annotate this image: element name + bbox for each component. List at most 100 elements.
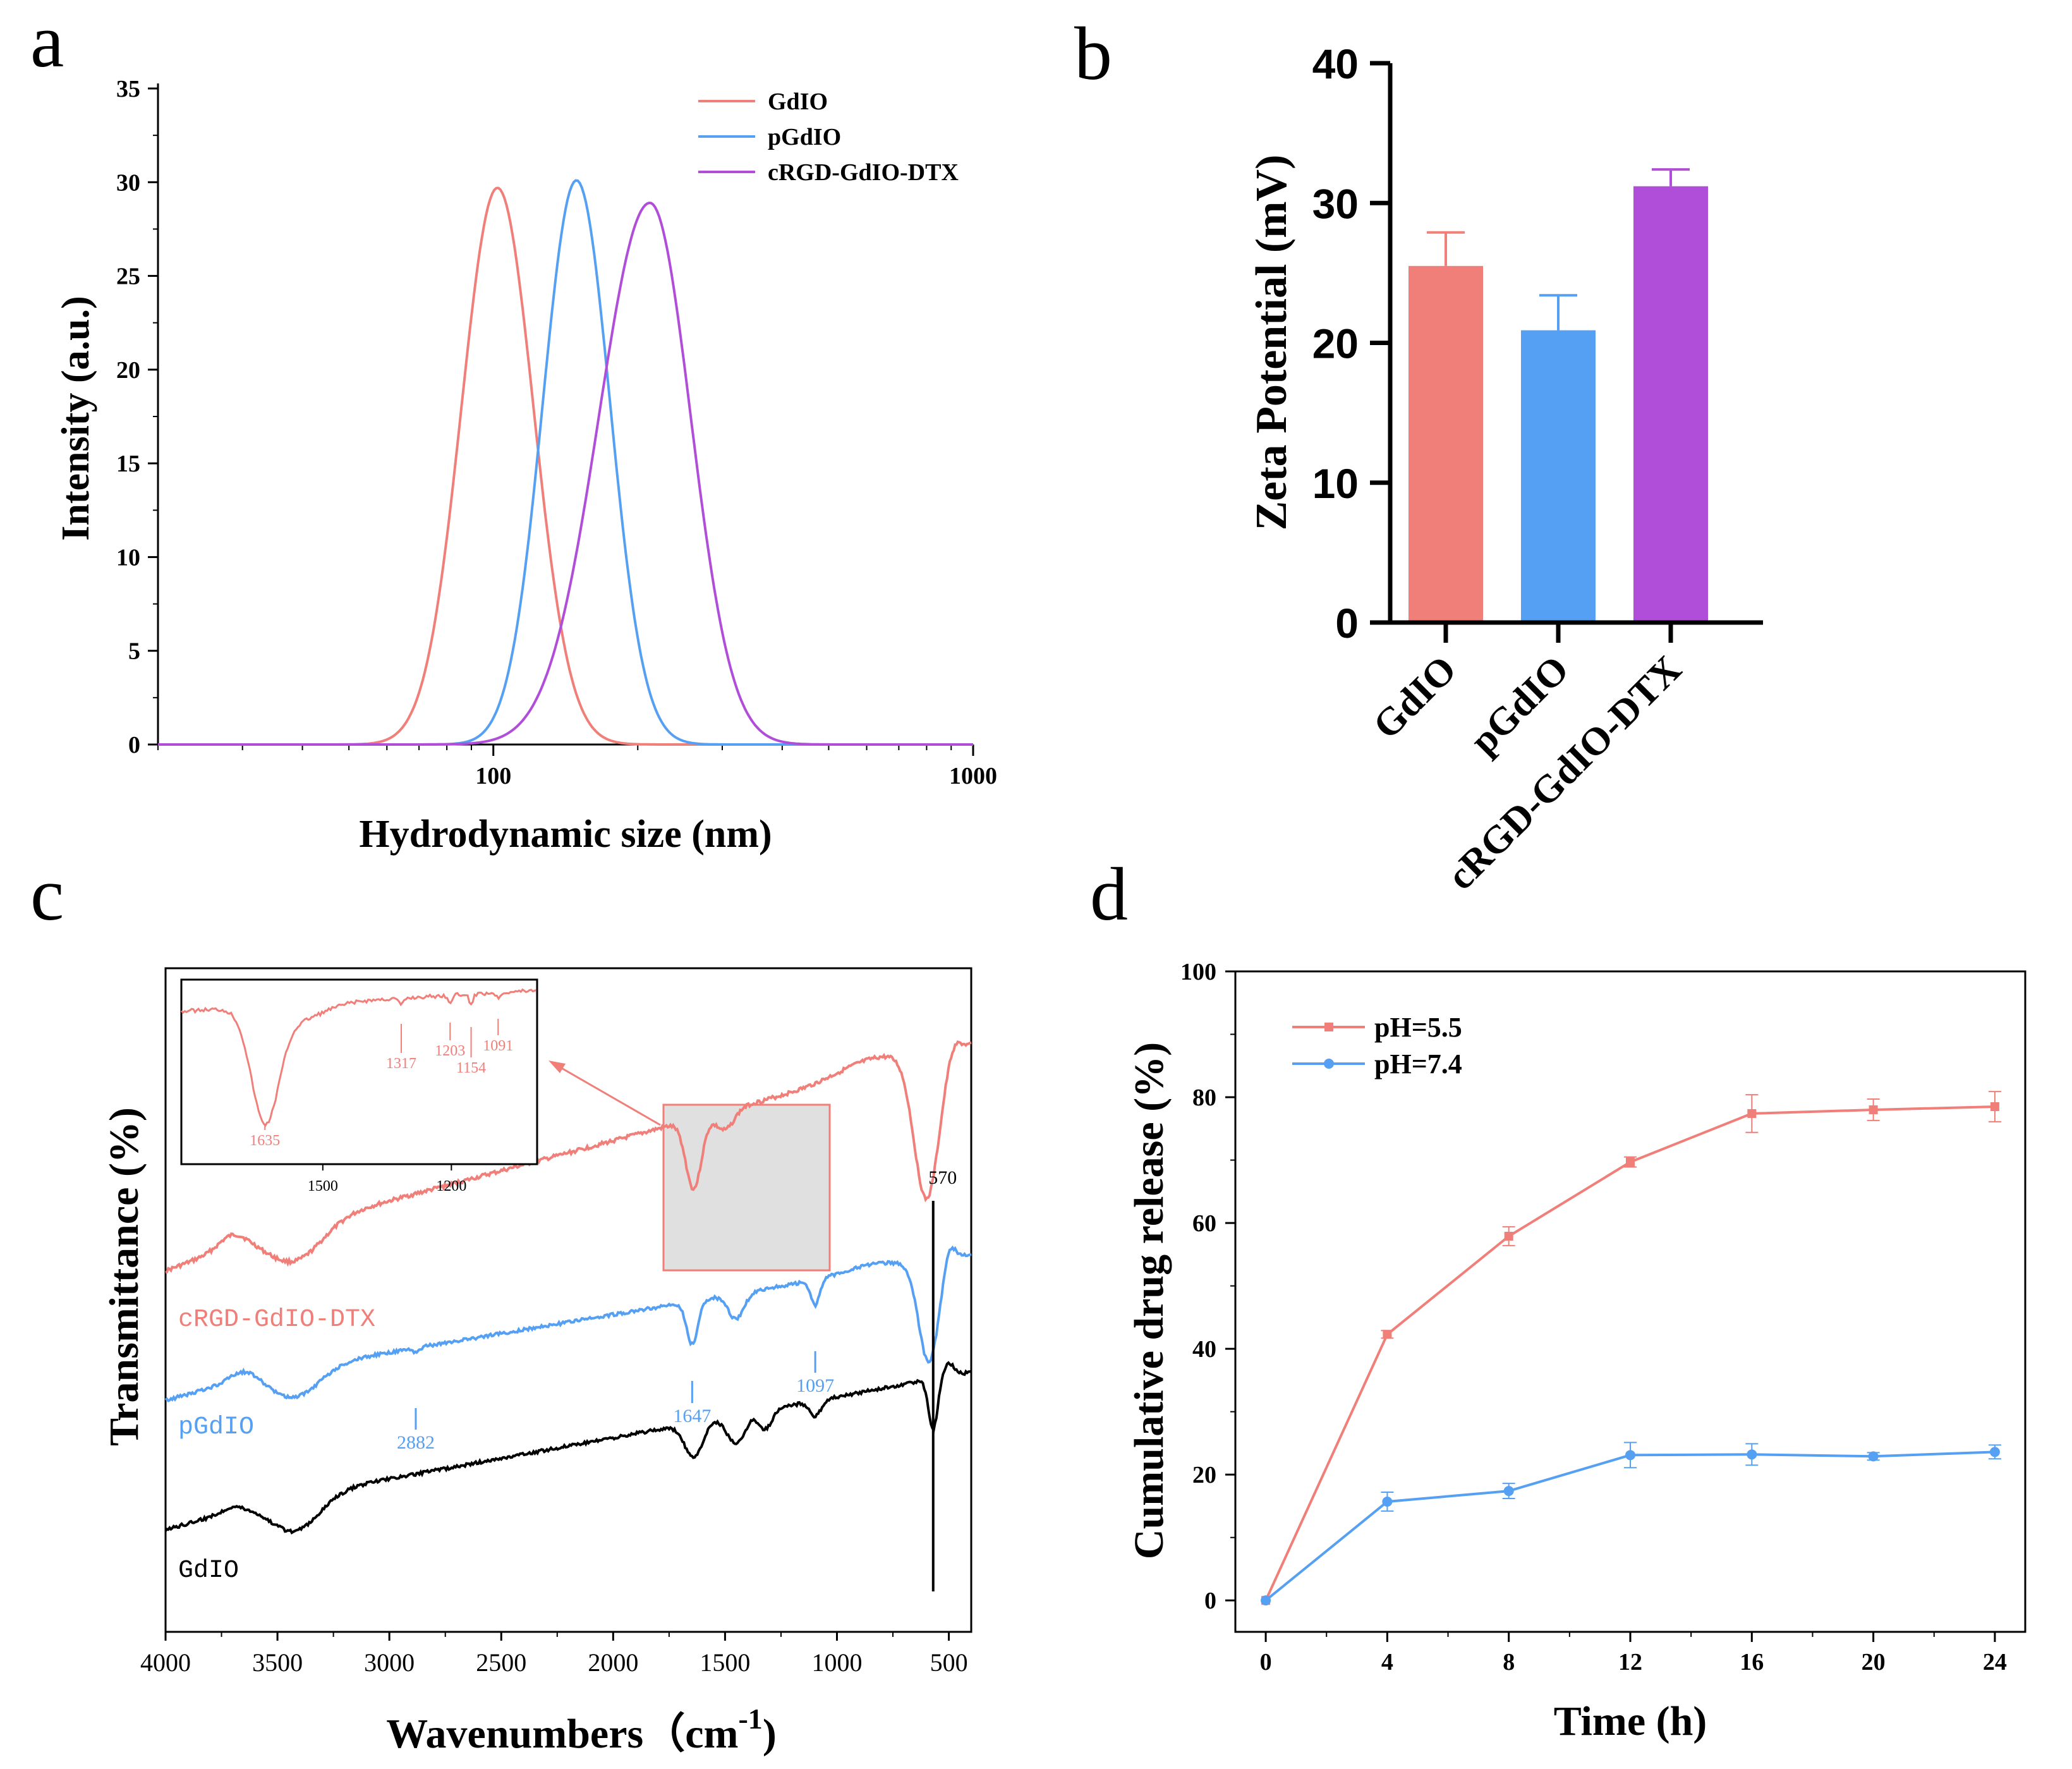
- c-annot-570: 570: [928, 1167, 957, 1188]
- c-xtick-label: 500: [930, 1648, 968, 1677]
- c-inset-annot-1317: 1317: [386, 1055, 416, 1072]
- b-ylabel: Zeta Potential (mV): [1247, 155, 1296, 531]
- a-ytick-label: 15: [116, 451, 140, 477]
- c-inset-annot-1154: 1154: [456, 1060, 486, 1076]
- c-annotations: 570 2882 1647 1097: [397, 1061, 957, 1591]
- b-ytick-label: 20: [1312, 320, 1359, 367]
- d-point: [1868, 1451, 1879, 1462]
- a-ytick-label: 10: [116, 544, 140, 571]
- c-inset-frame: [180, 978, 538, 1165]
- c-xlabel: Wavenumbers（cm-1): [386, 1703, 777, 1757]
- d-point: [1383, 1330, 1392, 1339]
- d-xtick-label: 20: [1862, 1649, 1886, 1675]
- a-series-crgd-gdio-dtx: [158, 201, 973, 746]
- d-xtick-label: 16: [1740, 1649, 1764, 1675]
- b-xtick-label: GdIO: [1365, 648, 1465, 748]
- panel-a-dls-chart: 0 5 10 15 20 25 30 35 100 1000 GdIO pGdIO cRGD-GdIO…: [54, 76, 997, 856]
- c-inset-annot-1635: 1635: [250, 1133, 280, 1149]
- d-series-line: [1264, 1450, 1995, 1602]
- a-series-pgdio: [158, 179, 973, 746]
- d-axes: 0 4 8 12 16 20 24 0 20 40 60 80 100: [1180, 959, 2007, 1675]
- d-xtick-label: 0: [1260, 1649, 1272, 1675]
- panel-c-ftir-chart: 4000 3500 3000 2500 2000 1500 1000 500 cRGD-GdI…: [101, 967, 972, 1757]
- d-point: [1503, 1486, 1514, 1497]
- b-ytick-label: 0: [1335, 600, 1359, 647]
- d-point: [1990, 1102, 1999, 1111]
- d-xtick-label: 4: [1381, 1649, 1393, 1675]
- d-ytick-label: 40: [1192, 1336, 1216, 1363]
- a-legend-label: cRGD-GdIO-DTX: [768, 159, 959, 186]
- d-point: [1382, 1496, 1393, 1507]
- c-xtick-label: 3000: [364, 1648, 415, 1677]
- d-legend-marker: [1324, 1023, 1333, 1031]
- c-xlabel-close: ): [763, 1711, 777, 1757]
- a-legend: GdIO pGdIO cRGD-GdIO-DTX: [698, 88, 959, 186]
- d-point: [1261, 1595, 1271, 1606]
- d-point: [1747, 1449, 1757, 1460]
- b-bars: [1409, 168, 1708, 623]
- d-series-line: [1264, 1105, 1995, 1602]
- d-xlabel: Time (h): [1554, 1698, 1707, 1744]
- b-ytick-label: 30: [1312, 180, 1359, 227]
- d-legend-marker: [1324, 1059, 1334, 1069]
- c-inset-xtick-label: 1500: [308, 1178, 338, 1195]
- a-series-gdio: [158, 186, 973, 746]
- c-inset-arrowhead: [548, 1061, 566, 1073]
- a-axes: 0 5 10 15 20 25 30 35 100 1000: [116, 76, 997, 789]
- c-plot-frame: [164, 967, 972, 1633]
- a-ytick-label: 0: [128, 732, 140, 758]
- a-legend-label: pGdIO: [768, 124, 841, 150]
- a-xtick-label: 1000: [949, 763, 997, 789]
- c-annot-1097: 1097: [796, 1375, 834, 1396]
- c-xtick-label: 4000: [140, 1648, 191, 1677]
- c-xtick-label: 2500: [476, 1648, 526, 1677]
- d-plot-frame: [1234, 970, 2027, 1633]
- a-ytick-label: 20: [116, 357, 140, 384]
- d-point: [1626, 1157, 1635, 1167]
- d-series: [1261, 1091, 2001, 1606]
- c-xtick-label: 3500: [252, 1648, 303, 1677]
- c-inset-xtick-label: 1200: [436, 1178, 466, 1195]
- b-bar-pgdio: [1521, 330, 1596, 623]
- c-xtick-label: 2000: [588, 1648, 638, 1677]
- panel-label-d: d: [1090, 852, 1128, 936]
- c-axes: 4000 3500 3000 2500 2000 1500 1000 500: [140, 1632, 968, 1677]
- d-xtick-label: 12: [1618, 1649, 1642, 1675]
- c-xlabel-sup: -1: [738, 1703, 762, 1735]
- a-xtick-label: 100: [475, 763, 511, 789]
- c-highlight-box: [662, 1103, 831, 1272]
- b-xtick-label: pGdIO: [1462, 648, 1577, 763]
- c-spectrum-gdio: [164, 1361, 972, 1535]
- d-legend-label: pH=5.5: [1374, 1012, 1462, 1043]
- c-series-label: GdIO: [178, 1557, 239, 1585]
- b-ytick-label: 10: [1312, 460, 1359, 507]
- d-point: [1625, 1450, 1635, 1461]
- d-point: [1504, 1231, 1513, 1241]
- a-ytick-label: 25: [116, 264, 140, 290]
- c-ylabel: Transmittance (%): [101, 1107, 147, 1446]
- d-ytick-label: 60: [1192, 1210, 1216, 1237]
- panel-d-release-chart: 0 4 8 12 16 20 24 0 20 40 60 80 100 pH=5.5 pH=7.4 Tim…: [1126, 959, 2027, 1744]
- a-xlabel: Hydrodynamic size (nm): [359, 813, 772, 856]
- c-annot-1647: 1647: [673, 1406, 711, 1426]
- d-xtick-label: 8: [1503, 1649, 1515, 1675]
- c-inset-annot-1091: 1091: [483, 1038, 513, 1054]
- d-point: [1869, 1105, 1878, 1114]
- panel-label-c: c: [30, 852, 64, 936]
- c-inset-spectrum: [180, 988, 537, 1128]
- a-series: [158, 179, 973, 746]
- c-series-label: cRGD-GdIO-DTX: [178, 1306, 375, 1334]
- d-xtick-label: 24: [1983, 1649, 2007, 1675]
- d-legend-label: pH=7.4: [1374, 1049, 1462, 1079]
- c-xlabel-main: Wavenumbers（cm: [386, 1710, 738, 1757]
- c-inset-arrow: [555, 1064, 661, 1126]
- c-xtick-label: 1500: [700, 1648, 750, 1677]
- d-ytick-label: 20: [1192, 1462, 1216, 1488]
- c-inset-annot-1203: 1203: [435, 1043, 465, 1059]
- panel-label-a: a: [30, 0, 64, 83]
- d-ytick-label: 80: [1192, 1085, 1216, 1111]
- panel-label-b: b: [1074, 11, 1112, 95]
